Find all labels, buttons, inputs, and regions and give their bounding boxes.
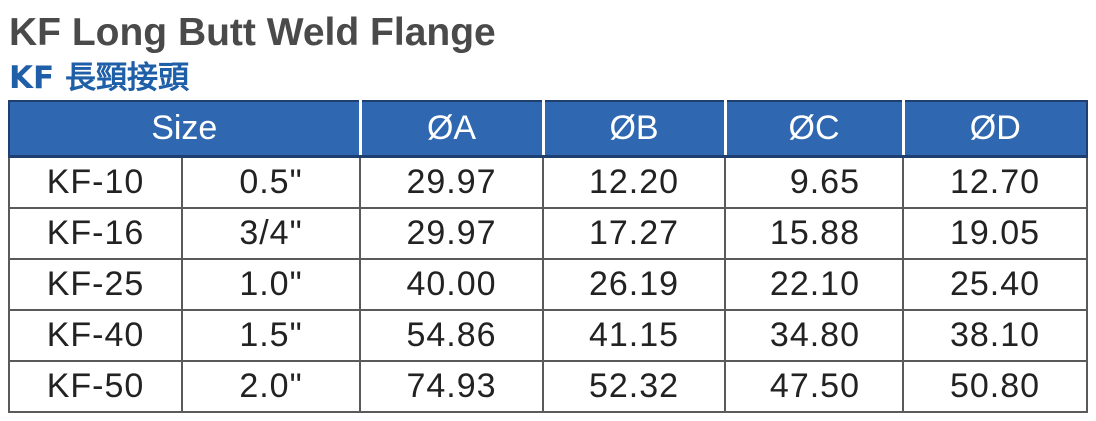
cell-diameter-a: 40.00	[359, 258, 545, 311]
header-diameter-d: ØD	[901, 100, 1089, 158]
table-row: KF-16 3/4" 29.97 17.27 15.88 19.05	[8, 207, 1089, 260]
header-diameter-a: ØA	[358, 100, 545, 158]
cell-diameter-c: 15.88	[724, 207, 905, 260]
cell-diameter-c: 47.50	[724, 360, 905, 413]
cell-diameter-b: 26.19	[542, 258, 727, 311]
cell-size: 2.0"	[180, 360, 362, 413]
cell-diameter-c: 9.65	[724, 155, 905, 209]
cell-diameter-a: 29.97	[359, 207, 545, 260]
cell-model: KF-50	[8, 360, 183, 413]
cell-diameter-d: 38.10	[902, 309, 1089, 362]
table-body: KF-10 0.5" 29.97 12.20 9.65 12.70 KF-16 …	[8, 155, 1089, 413]
cell-size: 0.5"	[180, 155, 362, 209]
cell-diameter-b: 12.20	[542, 155, 727, 209]
cell-diameter-c: 22.10	[724, 258, 905, 311]
cell-diameter-d: 25.40	[902, 258, 1089, 311]
cell-diameter-d: 50.80	[902, 360, 1089, 413]
cell-diameter-a: 74.93	[359, 360, 545, 413]
table-row: KF-10 0.5" 29.97 12.20 9.65 12.70	[8, 155, 1089, 209]
header-size: Size	[7, 100, 362, 158]
cell-size: 3/4"	[180, 207, 362, 260]
cell-diameter-b: 52.32	[542, 360, 727, 413]
cell-model: KF-10	[8, 155, 183, 209]
cell-diameter-d: 19.05	[902, 207, 1089, 260]
page-subtitle: KF 長頸接頭	[9, 60, 189, 96]
table-row: KF-50 2.0" 74.93 52.32 47.50 50.80	[8, 360, 1089, 413]
cell-diameter-a: 29.97	[359, 155, 545, 209]
cell-diameter-d: 12.70	[902, 155, 1089, 209]
header-diameter-b: ØB	[541, 100, 727, 158]
header-diameter-c: ØC	[723, 100, 905, 158]
cell-diameter-c: 34.80	[724, 309, 905, 362]
dimension-table: Size ØA ØB ØC ØD KF-10 0.5" 29.97 12.20 …	[7, 100, 1089, 413]
cell-model: KF-16	[8, 207, 183, 260]
cell-size: 1.0"	[180, 258, 362, 311]
table-row: KF-25 1.0" 40.00 26.19 22.10 25.40	[8, 258, 1089, 311]
cell-diameter-b: 17.27	[542, 207, 727, 260]
cell-diameter-b: 41.15	[542, 309, 727, 362]
table-row: KF-40 1.5" 54.86 41.15 34.80 38.10	[8, 309, 1089, 362]
cell-diameter-a: 54.86	[359, 309, 545, 362]
page-title: KF Long Butt Weld Flange	[9, 11, 496, 54]
header-row: Size ØA ØB ØC ØD	[7, 100, 1089, 158]
cell-size: 1.5"	[180, 309, 362, 362]
cell-model: KF-40	[8, 309, 183, 362]
table-header: Size ØA ØB ØC ØD	[7, 100, 1089, 158]
cell-model: KF-25	[8, 258, 183, 311]
